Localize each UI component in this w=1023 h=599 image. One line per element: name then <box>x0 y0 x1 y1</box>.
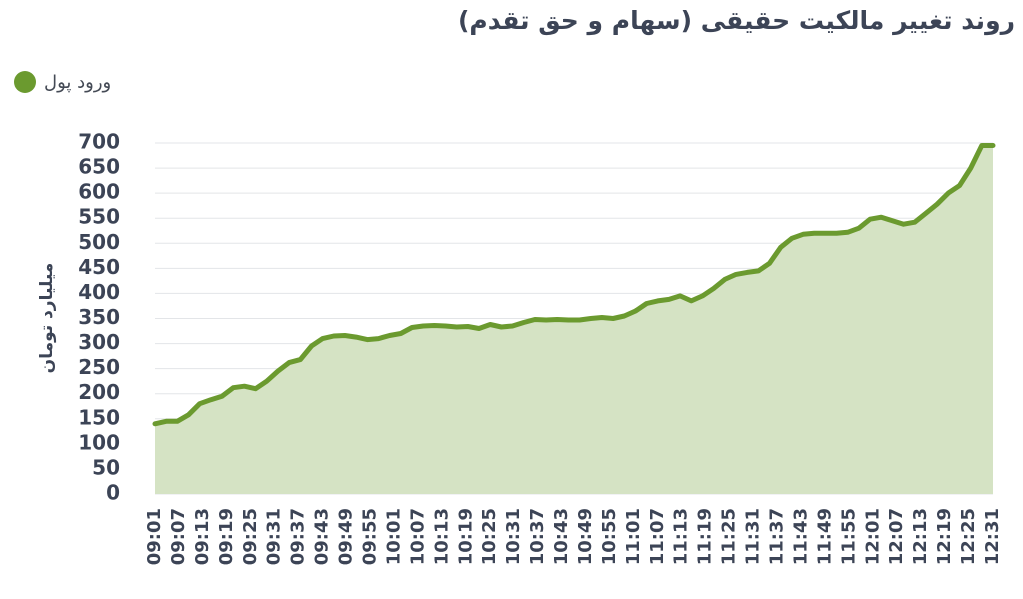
y-tick-label: 450 <box>78 255 120 279</box>
x-tick-label: 10:55 <box>599 508 620 565</box>
x-tick-label: 09:31 <box>264 508 285 565</box>
x-tick-label: 12:07 <box>886 508 907 565</box>
x-axis-ticks: 09:01 09:07 09:13 09:19 09:25 09:31 09:37 09:43… <box>144 508 1003 565</box>
x-tick-label: 10:43 <box>551 508 572 565</box>
x-tick-label: 11:55 <box>838 508 859 565</box>
x-tick-label: 09:13 <box>192 508 213 565</box>
x-tick-label: 09:43 <box>312 508 333 565</box>
y-tick-label: 350 <box>78 305 120 329</box>
x-tick-label: 10:31 <box>503 508 524 565</box>
y-tick-label: 200 <box>78 380 120 404</box>
y-tick-label: 300 <box>78 330 120 354</box>
x-tick-label: 10:37 <box>527 508 548 565</box>
y-tick-label: 600 <box>78 180 120 204</box>
y-tick-label: 50 <box>92 455 120 479</box>
x-tick-label: 12:31 <box>982 508 1003 565</box>
y-tick-label: 700 <box>78 130 120 154</box>
y-tick-label: 400 <box>78 280 120 304</box>
y-tick-label: 150 <box>78 405 120 429</box>
x-tick-label: 11:37 <box>767 508 788 565</box>
x-tick-label: 12:19 <box>934 508 955 565</box>
x-tick-label: 09:55 <box>359 508 380 565</box>
x-tick-label: 12:25 <box>958 508 979 565</box>
x-tick-label: 10:25 <box>479 508 500 565</box>
x-tick-label: 11:43 <box>790 508 811 565</box>
x-tick-label: 09:19 <box>216 508 237 565</box>
chart-title: روند تغییر مالکیت حقیقی (سهام و حق تقدم) <box>458 6 1015 35</box>
x-tick-label: 09:49 <box>336 508 357 565</box>
y-axis-ticks: 0501001502002503003504004505005506006507… <box>78 130 120 505</box>
series-fill <box>155 145 993 494</box>
legend-marker-icon <box>14 71 36 93</box>
x-tick-label: 11:25 <box>719 508 740 565</box>
x-tick-label: 10:13 <box>431 508 452 565</box>
x-tick-label: 11:13 <box>671 508 692 565</box>
y-tick-label: 100 <box>78 430 120 454</box>
series-line <box>152 143 996 427</box>
y-tick-label: 500 <box>78 230 120 254</box>
x-tick-label: 09:25 <box>240 508 261 565</box>
y-tick-label: 650 <box>78 155 120 179</box>
legend-label: ورود پول <box>44 71 112 93</box>
x-tick-label: 09:07 <box>168 508 189 565</box>
x-tick-label: 10:01 <box>383 508 404 565</box>
x-tick-label: 10:49 <box>575 508 596 565</box>
y-tick-label: 0 <box>106 481 120 505</box>
x-tick-label: 11:49 <box>814 508 835 565</box>
y-tick-label: 550 <box>78 205 120 229</box>
x-tick-label: 11:19 <box>695 508 716 565</box>
x-tick-label: 12:13 <box>910 508 931 565</box>
series-area <box>152 143 996 494</box>
x-tick-label: 09:37 <box>288 508 309 565</box>
legend[interactable]: ورود پول <box>14 68 111 96</box>
x-tick-label: 09:01 <box>144 508 165 565</box>
x-tick-label: 11:01 <box>623 508 644 565</box>
y-axis-label: میلیارد تومان <box>37 263 57 374</box>
x-tick-label: 11:31 <box>743 508 764 565</box>
x-tick-label: 10:07 <box>407 508 428 565</box>
y-tick-label: 250 <box>78 355 120 379</box>
x-tick-label: 11:07 <box>647 508 668 565</box>
x-tick-label: 10:19 <box>455 508 476 565</box>
x-tick-label: 12:01 <box>862 508 883 565</box>
